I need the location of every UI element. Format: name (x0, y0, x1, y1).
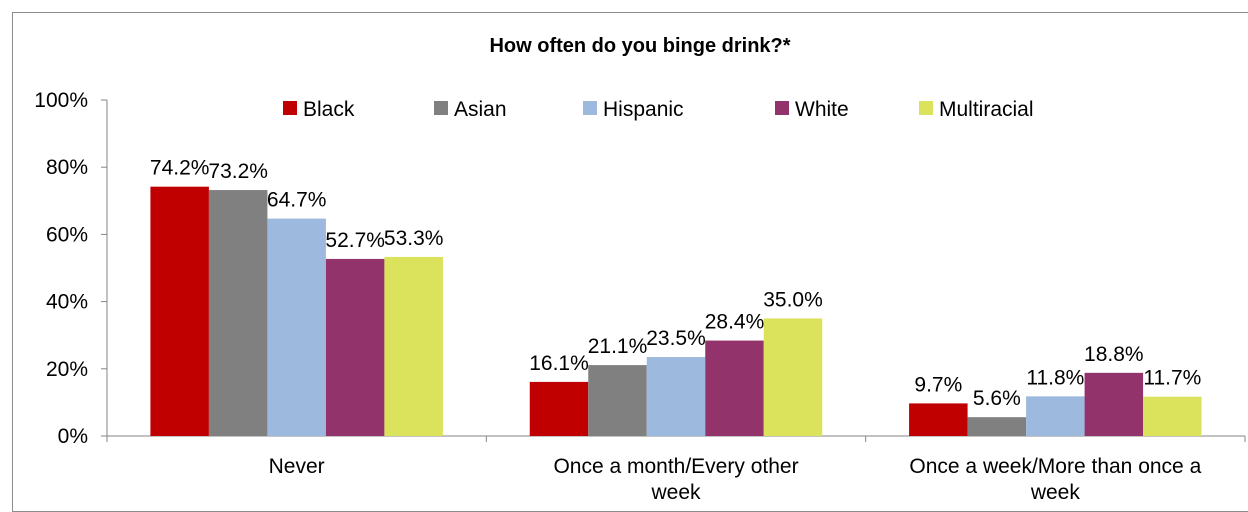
bar-asian (588, 365, 647, 436)
legend-swatch-hispanic (583, 101, 597, 115)
bar-black (909, 403, 968, 436)
data-label: 73.2% (208, 160, 268, 183)
legend-label: Asian (454, 98, 507, 121)
bar-hispanic (646, 357, 706, 436)
data-label: 74.2% (150, 157, 210, 180)
bar-multiracial (384, 256, 443, 436)
y-tick-label: 40% (46, 291, 88, 314)
bar-hispanic (1026, 396, 1085, 436)
y-tick-label: 80% (46, 156, 88, 179)
bar-black (529, 381, 589, 436)
bar-multiracial (1143, 396, 1202, 436)
data-label: 5.6% (973, 387, 1021, 410)
bar-white (705, 340, 764, 436)
data-label: 64.7% (267, 189, 327, 212)
bar-black (150, 186, 209, 436)
data-label: 9.7% (914, 373, 962, 396)
y-tick-label: 0% (58, 425, 88, 448)
legend-swatch-black (283, 101, 297, 115)
bar-hispanic (267, 218, 326, 436)
y-tick-label: 100% (34, 89, 88, 112)
bars (150, 186, 1202, 436)
bar-asian (208, 190, 268, 436)
y-tick-label: 60% (46, 223, 88, 246)
category-label: Never (269, 455, 325, 478)
y-tick-label: 20% (46, 358, 88, 381)
category-label: week (650, 481, 701, 504)
chart-title: How often do you binge drink?* (489, 35, 790, 57)
legend-swatch-white (775, 101, 789, 115)
category-label: Once a month/Every other (553, 455, 798, 478)
legend-label: White (795, 98, 849, 121)
data-label: 28.4% (705, 311, 765, 334)
legend-label: Black (303, 98, 355, 121)
category-label: Once a week/More than once a (909, 455, 1201, 478)
legend-swatch-asian (434, 101, 448, 115)
legend-swatch-multiracial (919, 101, 933, 115)
data-label: 35.0% (763, 288, 823, 311)
data-label: 53.3% (384, 227, 444, 250)
axes: 0% 20% 40% 60% 80% 100% Never Once a month/Ever… (34, 89, 1246, 504)
bar-white (1084, 372, 1144, 436)
category-label: week (1030, 481, 1081, 504)
legend-label: Hispanic (603, 98, 684, 121)
legend-label: Multiracial (939, 98, 1034, 121)
data-label: 11.8% (1026, 366, 1084, 389)
data-label: 21.1% (588, 335, 648, 358)
legend: Black Asian Hispanic White Multiracial (283, 98, 1034, 121)
data-label: 18.8% (1084, 343, 1144, 366)
data-labels: 74.2% 16.1% 9.7% 73.2% 21.1% 5.6% 64.7% 23.5% 11… (150, 157, 1201, 410)
data-label: 11.7% (1143, 367, 1201, 390)
data-label: 16.1% (529, 352, 589, 375)
bar-multiracial (763, 318, 823, 436)
data-label: 52.7% (325, 229, 385, 252)
data-label: 23.5% (646, 327, 706, 350)
bar-asian (967, 417, 1027, 436)
bar-white (325, 258, 385, 436)
